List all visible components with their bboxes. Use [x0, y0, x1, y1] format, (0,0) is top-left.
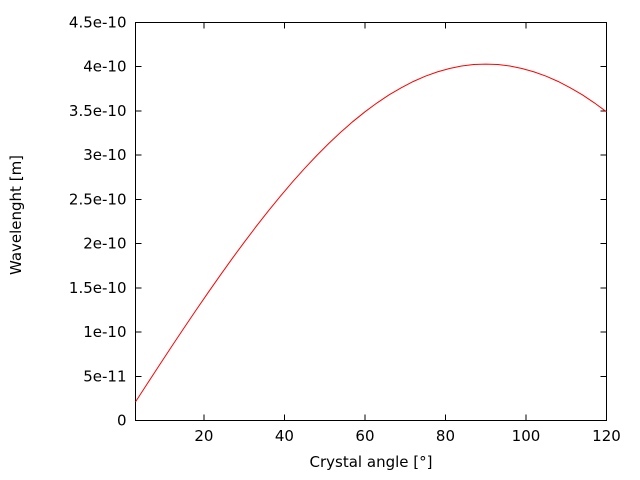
- y-tick-label: 4.5e-10: [69, 14, 127, 32]
- x-tick-label: 40: [275, 427, 294, 445]
- plot-border: [135, 22, 607, 421]
- x-tick-label: 80: [436, 427, 455, 445]
- y-tick-label: 1.5e-10: [69, 279, 127, 297]
- x-tick-label: 120: [592, 427, 621, 445]
- x-tick-label: 100: [512, 427, 541, 445]
- y-tick-label: 2e-10: [83, 235, 126, 253]
- y-tick-label: 1e-10: [83, 323, 126, 341]
- y-tick-label: 0: [117, 412, 127, 430]
- y-tick-label: 4e-10: [83, 58, 126, 76]
- x-tick-label: 60: [355, 427, 374, 445]
- y-tick-label: 3.5e-10: [69, 102, 127, 120]
- x-tick-label: 20: [194, 427, 213, 445]
- x-axis-label: Crystal angle [°]: [309, 453, 433, 471]
- y-axis-label: Wavelenght [m]: [7, 154, 25, 276]
- y-tick-label: 2.5e-10: [69, 190, 127, 208]
- y-tick-label: 3e-10: [83, 146, 126, 164]
- wavelength-vs-crystal-angle-curve: [135, 63, 607, 403]
- y-tick-label: 5e-11: [83, 367, 126, 385]
